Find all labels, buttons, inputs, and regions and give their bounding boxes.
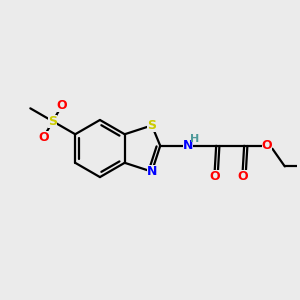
Text: O: O: [38, 130, 49, 144]
Text: O: O: [237, 170, 248, 183]
Text: O: O: [209, 170, 220, 183]
Text: N: N: [183, 139, 194, 152]
Text: O: O: [262, 139, 272, 152]
Text: S: S: [147, 119, 156, 132]
Text: H: H: [190, 134, 199, 144]
Text: N: N: [147, 165, 157, 178]
Text: S: S: [48, 115, 57, 128]
Text: O: O: [57, 99, 67, 112]
